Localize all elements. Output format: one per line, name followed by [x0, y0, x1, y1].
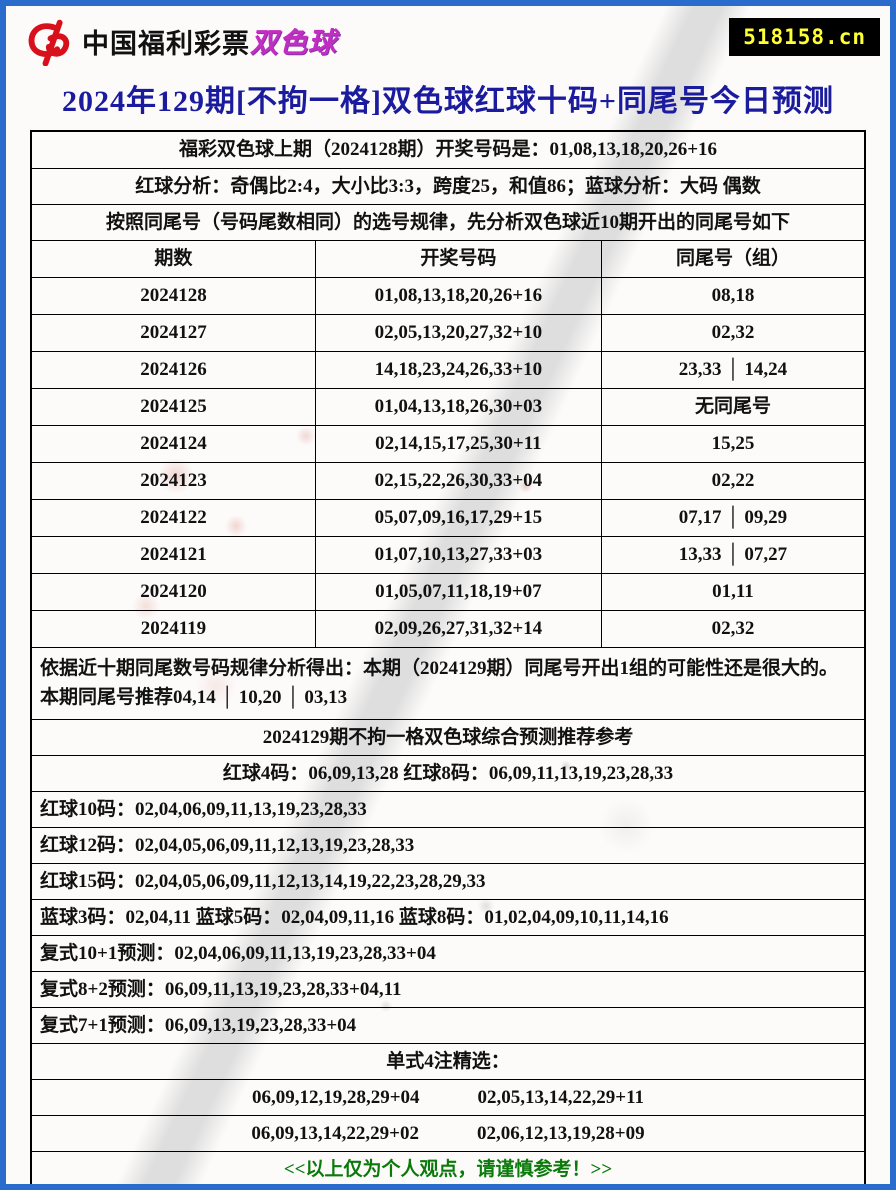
period-cell: 2024123	[140, 470, 207, 492]
period-cell: 2024122	[140, 507, 207, 529]
numbers-cell: 01,08,13,18,20,26+16	[314, 278, 602, 314]
table-row: 2024127 02,05,13,20,27,32+10 02,32	[32, 314, 864, 351]
tails-cell: 13,33 │ 07,27	[678, 544, 788, 566]
prediction-red-12: 红球12码：02,04,05,06,09,11,12,13,19,23,28,3…	[32, 827, 864, 863]
numbers-cell: 02,15,22,26,30,33+04	[314, 463, 602, 499]
table-row: 2024126 14,18,23,24,26,33+10 23,33 │ 14,…	[32, 351, 864, 388]
table-row: 2024125 01,04,13,18,26,30+03 无同尾号	[32, 388, 864, 425]
disclaimer: <<以上仅为个人观点，请谨慎参考！>>	[32, 1151, 864, 1184]
period-cell: 2024124	[140, 433, 207, 455]
col-header-tails: 同尾号（组）	[675, 248, 790, 270]
page: 中国福利彩票 双色球 518158.cn 2024年129期[不拘一格]双色球红…	[6, 6, 890, 1184]
period-cell: 2024121	[140, 544, 207, 566]
prediction-red-10: 红球10码：02,04,06,09,11,13,19,23,28,33	[32, 791, 864, 827]
tails-cell: 08,18	[711, 285, 755, 307]
period-cell: 2024127	[140, 322, 207, 344]
tails-cell: 无同尾号	[694, 396, 771, 418]
singles-row: 06,09,13,14,22,29+02 02,06,12,13,19,28+0…	[32, 1115, 864, 1151]
intro-row-rule: 按照同尾号（号码尾数相同）的选号规律，先分析双色球近10期开出的同尾号如下	[32, 204, 864, 240]
header: 中国福利彩票 双色球 518158.cn	[6, 6, 890, 70]
table-row: 2024128 01,08,13,18,20,26+16 08,18	[32, 277, 864, 314]
tails-cell: 07,17 │ 09,29	[678, 507, 788, 529]
numbers-cell: 14,18,23,24,26,33+10	[314, 352, 602, 388]
period-cell: 2024126	[140, 359, 207, 381]
table-row: 2024119 02,09,26,27,31,32+14 02,32	[32, 610, 864, 647]
prediction-duplex-7-1: 复式7+1预测：06,09,13,19,23,28,33+04	[32, 1007, 864, 1043]
site-badge[interactable]: 518158.cn	[729, 18, 880, 56]
page-title: 2024年129期[不拘一格]双色球红球十码+同尾号今日预测	[61, 85, 835, 118]
tails-cell: 15,25	[711, 433, 755, 455]
brand-text-magenta: 双色球	[250, 27, 338, 58]
tails-cell: 02,32	[711, 618, 755, 640]
numbers-cell: 01,07,10,13,27,33+03	[314, 537, 602, 573]
numbers-cell: 02,14,15,17,25,30+11	[314, 426, 602, 462]
period-cell: 2024125	[140, 396, 207, 418]
intro-row-last-draw: 福彩双色球上期（2024128期）开奖号码是：01,08,13,18,20,26…	[178, 139, 718, 161]
single-ticket: 02,06,12,13,19,28+09	[477, 1122, 645, 1144]
tails-cell: 02,22	[711, 470, 755, 492]
single-ticket: 06,09,13,14,22,29+02	[251, 1122, 419, 1144]
analysis-paragraph: 依据近十期同尾数号码规律分析得出：本期（2024129期）同尾号开出1组的可能性…	[32, 647, 864, 719]
table-row: 2024120 01,05,07,11,18,19+07 01,11	[32, 573, 864, 610]
period-cell: 2024120	[140, 581, 207, 603]
period-cell: 2024128	[140, 285, 207, 307]
prediction-red-15: 红球15码：02,04,05,06,09,11,12,13,14,19,22,2…	[32, 863, 864, 899]
single-ticket: 06,09,12,19,28,29+04	[251, 1086, 420, 1108]
numbers-cell: 01,04,13,18,26,30+03	[314, 389, 602, 425]
brand-text-black: 中国福利彩票	[82, 28, 250, 59]
table-row: 2024121 01,07,10,13,27,33+03 13,33 │ 07,…	[32, 536, 864, 573]
brand-logo: 中国福利彩票 双色球	[22, 16, 337, 66]
prediction-duplex-8-2: 复式8+2预测：06,09,11,13,19,23,28,33+04,11	[32, 971, 864, 1007]
history-header-row: 期数 开奖号码 同尾号（组）	[32, 240, 864, 277]
numbers-cell: 05,07,09,16,17,29+15	[314, 500, 602, 536]
col-header-period: 期数	[154, 248, 193, 270]
singles-row: 06,09,12,19,28,29+04 02,05,13,14,22,29+1…	[32, 1079, 864, 1115]
numbers-cell: 01,05,07,11,18,19+07	[314, 574, 602, 610]
prediction-red-4-8: 红球4码：06,09,13,28 红球8码：06,09,11,13,19,23,…	[32, 755, 864, 791]
table-row: 2024122 05,07,09,16,17,29+15 07,17 │ 09,…	[32, 499, 864, 536]
singles-title: 单式4注精选：	[32, 1043, 864, 1079]
welfare-lottery-icon	[28, 19, 70, 66]
prediction-duplex-10-1: 复式10+1预测：02,04,06,09,11,13,19,23,28,33+0…	[32, 935, 864, 971]
single-ticket: 02,05,13,14,22,29+11	[477, 1086, 645, 1108]
period-cell: 2024119	[140, 618, 207, 640]
tails-cell: 02,32	[711, 322, 755, 344]
tails-cell: 23,33 │ 14,24	[678, 359, 788, 381]
main-table: 福彩双色球上期（2024128期）开奖号码是：01,08,13,18,20,26…	[30, 130, 866, 1184]
numbers-cell: 02,09,26,27,31,32+14	[314, 611, 602, 647]
table-row: 2024123 02,15,22,26,30,33+04 02,22	[32, 462, 864, 499]
tails-cell: 01,11	[712, 581, 754, 603]
numbers-cell: 02,05,13,20,27,32+10	[314, 315, 602, 351]
col-header-numbers: 开奖号码	[314, 241, 602, 277]
table-row: 2024124 02,14,15,17,25,30+11 15,25	[32, 425, 864, 462]
intro-row-analysis: 红球分析：奇偶比2:4，大小比3:3，跨度25，和值86；蓝球分析：大码 偶数	[32, 168, 864, 204]
prediction-blue: 蓝球3码：02,04,11 蓝球5码：02,04,09,11,16 蓝球8码：0…	[32, 899, 864, 935]
section-title: 2024129期不拘一格双色球综合预测推荐参考	[32, 719, 864, 755]
